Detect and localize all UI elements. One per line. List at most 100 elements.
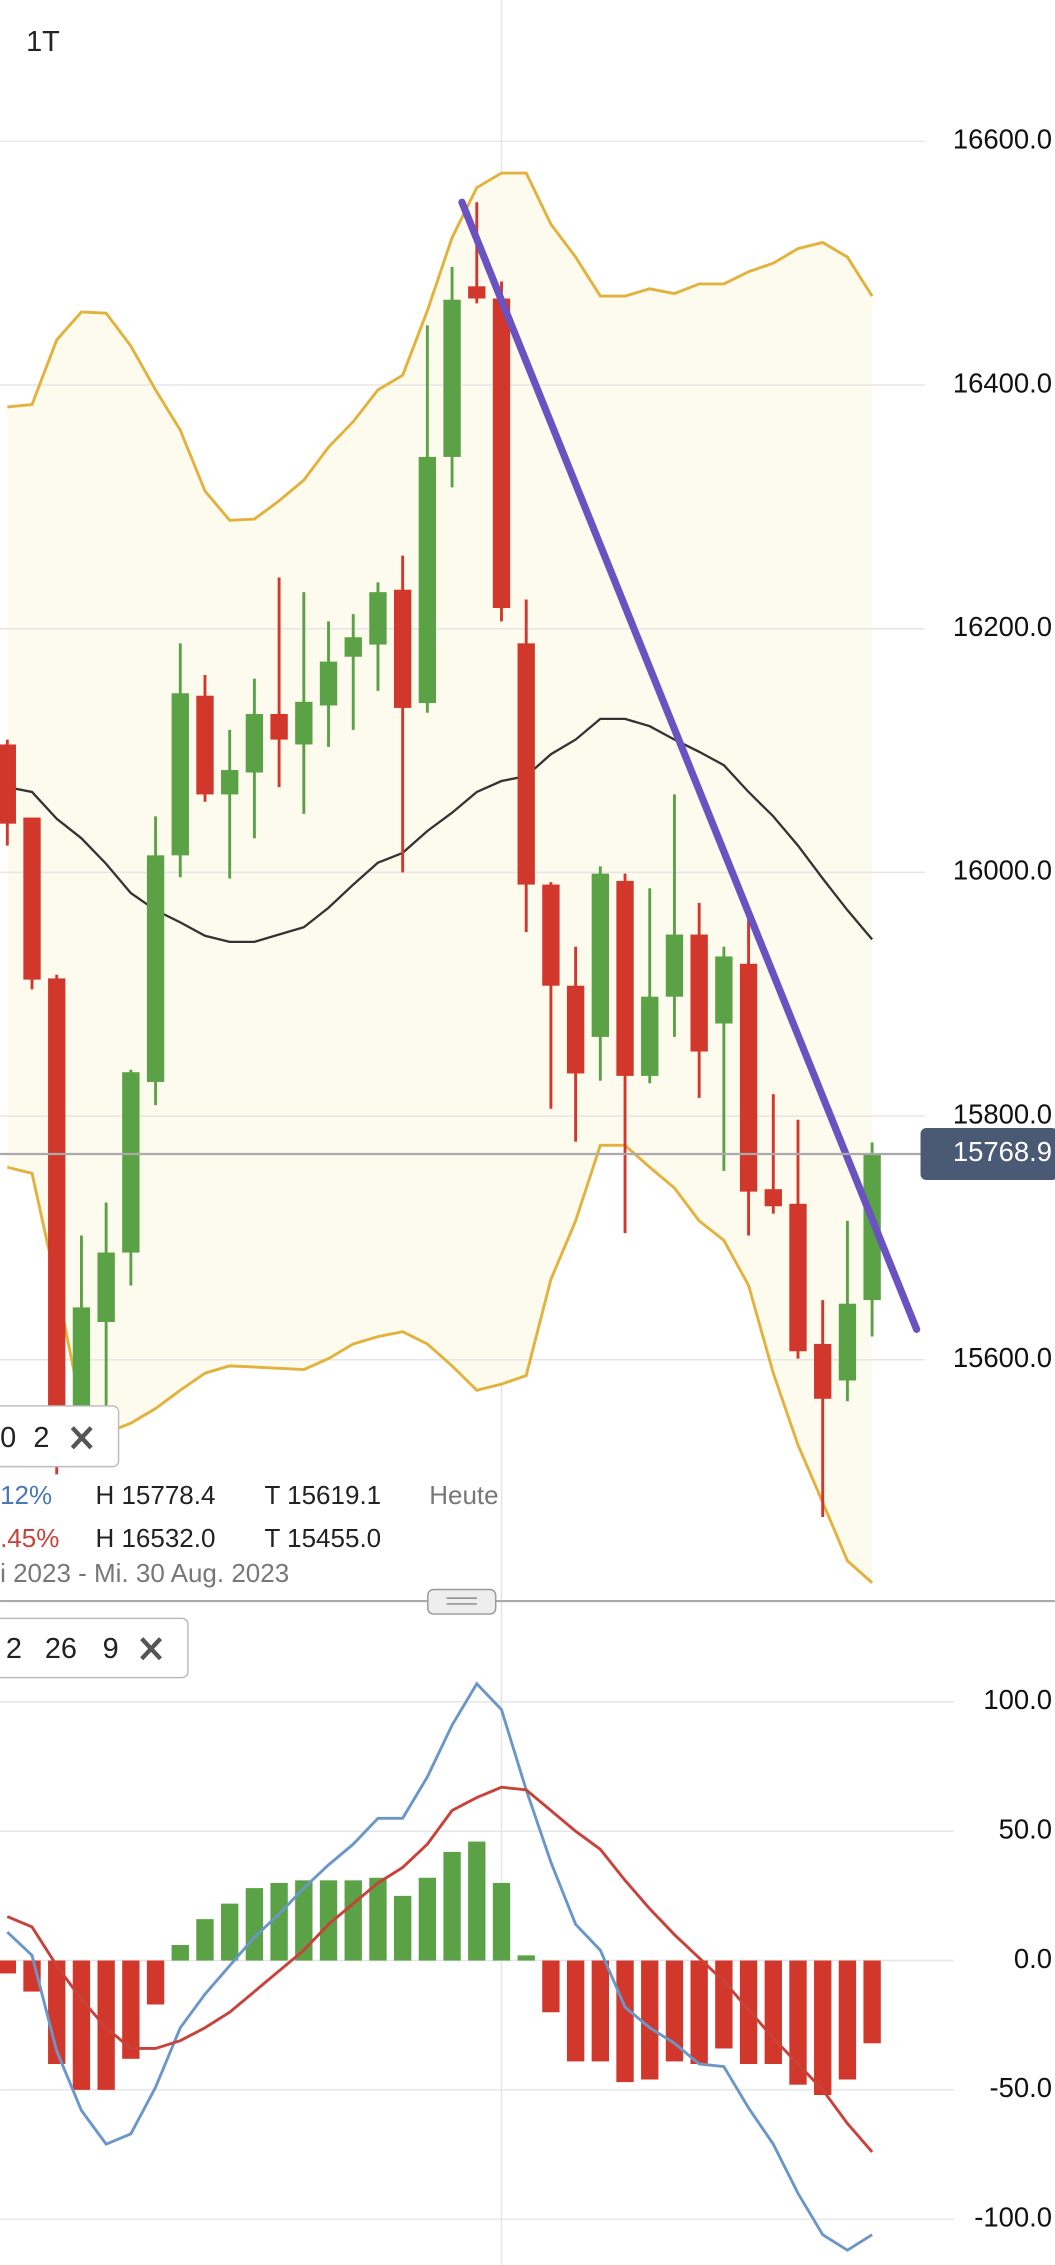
candle-body bbox=[146, 855, 165, 1082]
price-panel: 15600.0 15800.0 16000.0 16200.0 16400.0 16600… bbox=[0, 124, 1055, 1584]
candle-body bbox=[838, 1303, 857, 1381]
candle-body bbox=[393, 589, 412, 708]
histogram-bar bbox=[616, 1960, 634, 2083]
y-tick-label: -100.0 bbox=[974, 2201, 1052, 2232]
histogram-bar bbox=[591, 1960, 609, 2062]
histogram-bar bbox=[789, 1960, 807, 2085]
histogram-bar bbox=[122, 1960, 140, 2059]
y-tick-label: 16200.0 bbox=[953, 611, 1052, 642]
setting-value: 2 bbox=[33, 1422, 49, 1454]
close-icon[interactable] bbox=[70, 1426, 93, 1450]
histogram-bar bbox=[492, 1882, 511, 1961]
setting-value: 9 bbox=[103, 1633, 119, 1665]
candle-body bbox=[492, 298, 511, 609]
histogram-bar bbox=[0, 1960, 16, 1974]
change: 12% bbox=[0, 1480, 52, 1510]
histogram-bar bbox=[814, 1960, 832, 2096]
y-tick-label: 16600.0 bbox=[953, 124, 1052, 155]
y-tick-label: 15600.0 bbox=[953, 1342, 1052, 1373]
histogram-bar bbox=[690, 1960, 708, 2064]
histogram-bar bbox=[221, 1903, 239, 1961]
candle-body bbox=[245, 714, 264, 773]
histogram-bar bbox=[739, 1960, 758, 2064]
low: T 15455.0 bbox=[265, 1523, 382, 1553]
candle-body bbox=[48, 978, 66, 1424]
candle-body bbox=[591, 873, 609, 1037]
histogram-bar bbox=[517, 1955, 535, 1961]
candle-body bbox=[690, 934, 708, 1052]
candle-body bbox=[517, 643, 535, 885]
candle-body bbox=[443, 299, 461, 457]
candle-body bbox=[566, 985, 585, 1074]
resize-handle[interactable] bbox=[427, 1588, 497, 1615]
macd-line bbox=[6, 1681, 873, 2252]
candle-body bbox=[369, 592, 387, 645]
change: .45% bbox=[0, 1523, 59, 1553]
high: H 15778.4 bbox=[95, 1480, 215, 1510]
histogram-bar bbox=[838, 1960, 857, 2080]
histogram-bar bbox=[566, 1960, 585, 2062]
histogram-bar bbox=[863, 1960, 881, 2044]
histogram-bar bbox=[344, 1880, 362, 1961]
histogram-bar bbox=[665, 1960, 684, 2062]
candle-body bbox=[418, 456, 437, 704]
low: T 15619.1 bbox=[265, 1480, 382, 1510]
histogram-bar bbox=[542, 1960, 560, 2013]
candle-body bbox=[295, 701, 313, 745]
y-tick-label: -50.0 bbox=[989, 2072, 1052, 2103]
histogram-bar bbox=[295, 1880, 313, 1961]
date-range: i 2023 - Mi. 30 Aug. 2023 bbox=[0, 1558, 289, 1588]
y-tick-label: 16400.0 bbox=[953, 367, 1052, 398]
histogram-bar bbox=[270, 1882, 288, 1961]
candle-body bbox=[764, 1189, 782, 1207]
band-lower bbox=[6, 1143, 874, 1584]
candle-body bbox=[344, 637, 362, 657]
histogram-bar bbox=[196, 1919, 214, 1961]
histogram-bar bbox=[146, 1960, 165, 2005]
close-icon[interactable] bbox=[140, 1637, 163, 1661]
candle-body bbox=[715, 956, 733, 1024]
macd-settings[interactable] bbox=[0, 1617, 189, 1679]
candle-body bbox=[319, 661, 338, 706]
candle-body bbox=[270, 714, 288, 740]
period: Heute bbox=[429, 1480, 498, 1510]
y-tick-label: 0.0 bbox=[1014, 1943, 1052, 1974]
last-price-tag bbox=[920, 1127, 1055, 1180]
candle-body bbox=[221, 770, 239, 795]
histogram-bar bbox=[245, 1888, 264, 1961]
y-tick-label: 50.0 bbox=[999, 1813, 1052, 1844]
candle-body bbox=[641, 996, 659, 1076]
candle-body bbox=[789, 1203, 807, 1352]
macd-panel: -100.0 -50.0 0.0 50.0 100.0 bbox=[0, 1681, 1052, 2252]
histogram-bar bbox=[97, 1960, 115, 2090]
histogram-bar bbox=[443, 1851, 461, 1961]
high: H 16532.0 bbox=[95, 1523, 215, 1553]
candle-body bbox=[542, 884, 560, 986]
histogram-bar bbox=[468, 1841, 486, 1961]
histogram-bar bbox=[715, 1960, 733, 2049]
y-tick-label: 15800.0 bbox=[953, 1098, 1052, 1129]
histogram-bar bbox=[72, 1960, 91, 2090]
candle-body bbox=[196, 695, 214, 795]
setting-value: 0 bbox=[0, 1422, 16, 1454]
y-tick-label: 100.0 bbox=[983, 1684, 1052, 1715]
setting-value: 26 bbox=[45, 1633, 77, 1665]
candle-body bbox=[171, 693, 189, 856]
band-fill bbox=[7, 173, 873, 1583]
histogram-bar bbox=[418, 1877, 437, 1961]
candle-body bbox=[814, 1343, 832, 1399]
histogram-bar bbox=[319, 1880, 338, 1961]
histogram-bar bbox=[764, 1960, 782, 2064]
signal-line bbox=[6, 1785, 874, 2153]
bollinger-settings[interactable] bbox=[0, 1405, 120, 1468]
candle-body bbox=[23, 817, 41, 980]
setting-value: 2 bbox=[6, 1633, 22, 1665]
band-upper bbox=[7, 171, 874, 522]
candle-body bbox=[739, 963, 758, 1192]
timeframe[interactable]: 1T bbox=[26, 26, 60, 58]
candle-body bbox=[97, 1252, 115, 1323]
candle-body bbox=[616, 880, 634, 1076]
last-price-label: 15768.9 bbox=[953, 1136, 1052, 1167]
histogram-bar bbox=[393, 1895, 412, 1961]
